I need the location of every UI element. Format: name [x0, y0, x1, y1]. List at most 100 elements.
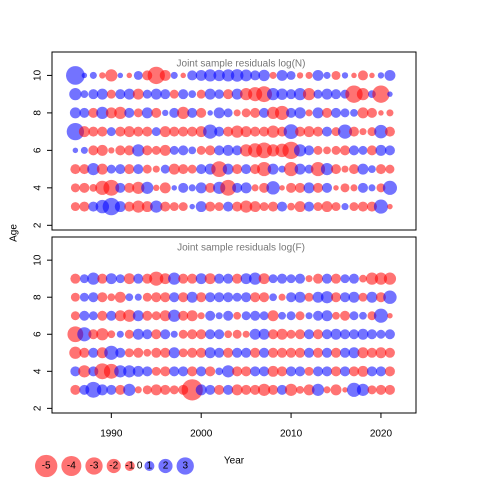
residual-bubble — [249, 328, 261, 340]
residual-bubble — [214, 347, 225, 358]
residual-bubble — [223, 347, 234, 358]
residual-bubble — [124, 164, 135, 175]
residual-bubble — [85, 381, 102, 398]
residual-bubble — [366, 107, 377, 118]
residual-bubble — [106, 310, 117, 321]
residual-bubble — [96, 106, 109, 120]
residual-bubble — [196, 145, 206, 155]
residual-bubble — [142, 366, 153, 377]
residual-bubble — [313, 202, 323, 212]
residual-bubble — [367, 127, 377, 137]
residual-bubble — [240, 69, 253, 82]
residual-bubble — [383, 272, 397, 285]
residual-bubble — [151, 347, 162, 358]
residual-bubble — [205, 201, 216, 212]
residual-bubble — [169, 89, 179, 99]
residual-bubble — [340, 274, 350, 284]
residual-bubble — [151, 127, 161, 137]
residual-bubble — [366, 145, 377, 156]
residual-bubble — [169, 145, 179, 155]
residual-bubble — [79, 107, 90, 118]
residual-bubble — [123, 88, 135, 100]
residual-bubble — [321, 88, 333, 100]
residual-bubble — [366, 329, 377, 340]
residual-bubble — [277, 384, 288, 395]
residual-bubble — [313, 366, 324, 377]
residual-bubble — [88, 145, 99, 156]
residual-bubble — [196, 107, 207, 118]
residual-bubble — [312, 69, 324, 81]
residual-bubble — [294, 163, 306, 175]
residual-bubble — [77, 327, 92, 342]
residual-bubble — [151, 311, 161, 321]
residual-bubble — [286, 107, 297, 118]
x-tick-label: 2020 — [370, 429, 393, 440]
residual-bubble — [311, 383, 325, 396]
residual-bubble — [277, 273, 288, 284]
residual-bubble — [89, 71, 97, 79]
residual-bubble — [187, 70, 198, 81]
residual-bubble — [187, 164, 197, 174]
residual-bubble — [160, 384, 171, 395]
y-tick-label: 6 — [33, 147, 44, 153]
residual-bubble — [214, 292, 225, 303]
residual-bubble — [232, 366, 243, 377]
legend-label: -1 — [125, 461, 134, 472]
residual-bubble — [233, 311, 242, 320]
residual-bubble — [231, 384, 243, 396]
residual-bubble — [88, 329, 99, 340]
residual-bubble — [322, 329, 333, 340]
residual-bubble — [276, 88, 288, 100]
residual-bubble — [70, 183, 80, 193]
residual-bubble — [312, 291, 324, 303]
legend-label: -5 — [42, 461, 51, 472]
residual-bubble — [240, 200, 253, 213]
residual-bubble — [204, 347, 216, 359]
residual-bubble — [69, 88, 82, 101]
residual-bubble — [349, 202, 359, 212]
residual-bubble — [186, 310, 198, 322]
residual-bubble — [97, 273, 108, 284]
residual-bubble — [259, 107, 270, 118]
residual-bubble — [106, 89, 116, 99]
residual-bubble — [124, 182, 135, 193]
residual-bubble — [339, 347, 350, 358]
residual-bubble — [151, 292, 162, 303]
residual-bubble — [268, 329, 279, 340]
residual-bubble — [126, 72, 133, 79]
residual-bubble — [250, 310, 261, 321]
residual-bubble — [378, 110, 384, 116]
residual-bubble — [322, 182, 333, 193]
residual-bubble — [339, 366, 350, 377]
residual-bubble — [107, 293, 116, 302]
residual-bubble — [187, 273, 198, 284]
y-tick-label: 10 — [33, 69, 44, 81]
residual-bubble — [81, 72, 88, 79]
residual-bubble — [386, 109, 394, 117]
residual-bubble — [204, 88, 216, 100]
residual-bubble — [142, 89, 152, 99]
residual-bubble — [96, 144, 108, 156]
residual-bubble — [250, 126, 261, 137]
residual-bubble — [320, 291, 334, 304]
residual-bubble — [114, 365, 127, 378]
legend-label: 3 — [182, 461, 188, 472]
y-tick-label: 8 — [33, 110, 44, 116]
residual-bubble — [132, 181, 145, 194]
residual-bubble — [196, 164, 207, 175]
residual-bubble — [313, 89, 323, 99]
residual-bubble — [169, 366, 180, 377]
residual-bubble — [357, 182, 368, 193]
residual-bubble — [241, 384, 252, 395]
residual-bubble — [384, 329, 395, 340]
residual-bubble — [123, 126, 135, 138]
residual-bubble — [276, 69, 288, 81]
residual-bubble — [240, 126, 252, 138]
residual-bubble — [115, 274, 125, 284]
residual-bubble — [366, 347, 377, 358]
legend-bubble — [144, 461, 155, 471]
residual-bubble — [159, 273, 171, 285]
residual-bubble — [124, 329, 134, 339]
residual-bubble — [286, 292, 297, 303]
y-tick-label: 4 — [33, 368, 44, 374]
